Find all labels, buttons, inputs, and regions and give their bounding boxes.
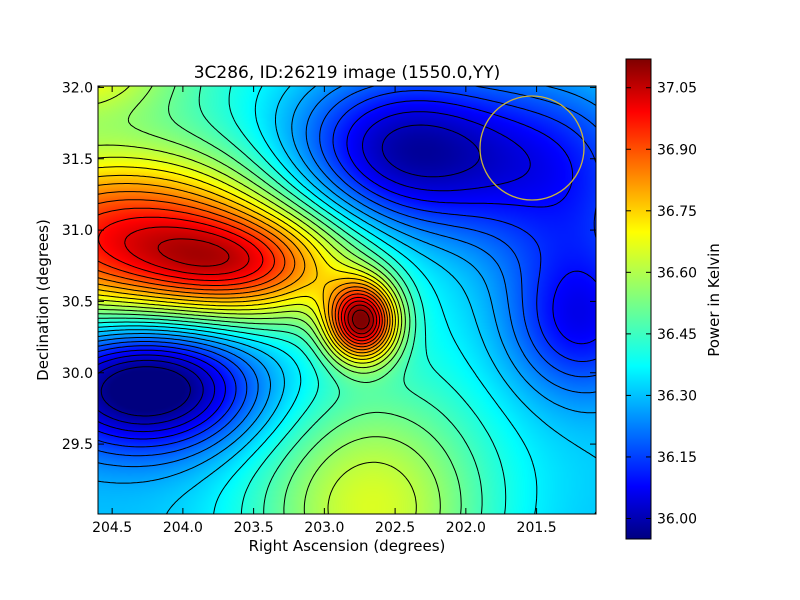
colorbar-tick-label: 36.60	[657, 265, 697, 281]
colorbar-label: Power in Kelvin	[705, 243, 723, 357]
y-axis-label: Declination (degrees)	[34, 219, 52, 381]
contour-line	[98, 183, 391, 354]
contour-line	[98, 111, 531, 433]
heatmap-image	[98, 86, 596, 514]
contour-line	[98, 207, 383, 345]
colorbar-tick-label: 36.75	[657, 204, 697, 220]
contour-line	[98, 86, 596, 457]
y-tick-label: 30.0	[62, 366, 93, 382]
plot-area: 204.5 204.0 203.5 203.0 202.5 202.0 201.5 32.0…	[62, 80, 597, 536]
contour-line	[98, 86, 596, 468]
x-axis-label: Right Ascension (degrees)	[249, 537, 446, 555]
contour-line	[124, 226, 378, 338]
y-tick-label: 30.5	[62, 294, 93, 310]
contour-line	[351, 309, 370, 330]
contour-line	[98, 174, 394, 357]
contour-line	[98, 216, 381, 342]
x-tick-label: 204.0	[163, 520, 203, 536]
contour-line	[98, 86, 596, 484]
x-tick-label: 204.5	[92, 520, 132, 536]
contour-line	[98, 90, 596, 448]
y-tick-label: 31.5	[62, 152, 93, 168]
chart-title: 3C286, ID:26219 image (1550.0,YY)	[194, 63, 501, 83]
contour-line	[98, 86, 441, 514]
contour-lines	[98, 86, 596, 514]
contour-line	[157, 238, 374, 335]
contour-line	[98, 199, 386, 348]
colorbar-tick-label: 37.05	[657, 81, 697, 97]
contour-line	[98, 124, 481, 425]
plot-frame	[97, 85, 597, 515]
colorbar-tick-label: 36.90	[657, 142, 697, 158]
colorbar-tick-label: 36.45	[657, 327, 697, 343]
colorbar-tick-label: 36.00	[657, 511, 697, 527]
colorbar-ticks: 37.05 36.90 36.75 36.60 36.45 36.30 36.15 36.00	[626, 81, 697, 527]
contour-line	[98, 191, 388, 351]
x-tick-label: 202.0	[446, 520, 486, 536]
x-axis-ticks: 204.5 204.0 203.5 203.0 202.5 202.0 201.5	[92, 86, 557, 536]
y-axis-ticks: 32.0 31.5 31.0 30.5 30.0 29.5	[62, 80, 596, 453]
x-tick-label: 203.5	[234, 520, 274, 536]
y-tick-label: 29.5	[62, 437, 93, 453]
contour-line	[98, 86, 417, 514]
contour-line	[98, 86, 462, 514]
contour-line	[98, 166, 396, 360]
contour-line	[98, 86, 507, 514]
x-tick-label: 203.0	[304, 520, 344, 536]
x-tick-label: 201.5	[517, 520, 557, 536]
beam-circle	[479, 95, 585, 201]
contour-line	[98, 86, 538, 514]
y-tick-label: 32.0	[62, 80, 93, 96]
colorbar-gradient	[625, 58, 652, 540]
x-tick-label: 202.5	[375, 520, 415, 536]
y-tick-label: 31.0	[62, 223, 93, 239]
colorbar-tick-label: 36.15	[657, 450, 697, 466]
contour-line	[100, 366, 191, 417]
colorbar-tick-label: 36.30	[657, 388, 697, 404]
contour-line	[98, 86, 483, 514]
colorbar: 37.05 36.90 36.75 36.60 36.45 36.30 36.15 36.00…	[625, 58, 723, 540]
contour-line	[98, 86, 596, 514]
